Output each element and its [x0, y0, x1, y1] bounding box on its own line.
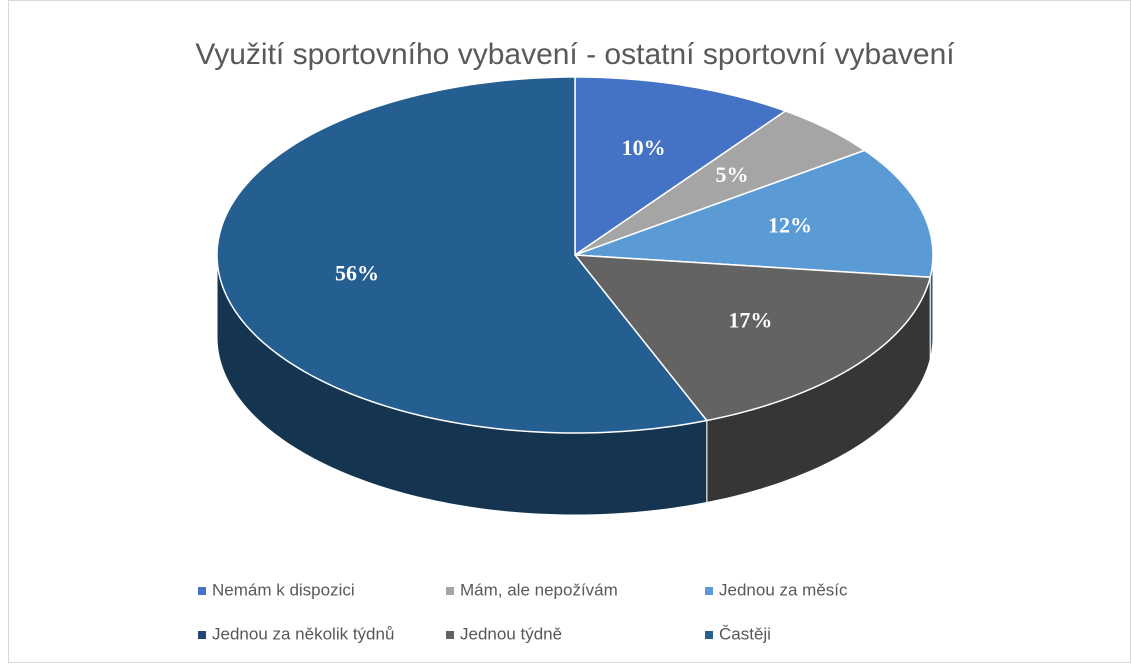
legend-swatch	[705, 587, 713, 595]
legend-label: Jednou za měsíc	[719, 580, 848, 599]
legend-swatch	[198, 587, 206, 595]
slice	[574, 149, 934, 279]
legend-label: Jednou za několik týdnů	[212, 624, 394, 643]
legend-swatch	[198, 631, 206, 639]
slice	[574, 76, 788, 257]
slice	[574, 110, 867, 256]
legend-label: Jednou týdně	[460, 624, 562, 643]
legend-swatch	[446, 587, 454, 595]
value-label: 12%	[768, 213, 812, 238]
legend-label: Nemám k dispozici	[212, 580, 355, 599]
legend-swatch	[446, 631, 454, 639]
value-label: 10%	[622, 135, 666, 160]
legend-swatch	[705, 631, 713, 639]
slice	[216, 76, 709, 434]
value-label: 17%	[728, 308, 772, 333]
legend-label: Mám, ale nepožívám	[460, 580, 618, 599]
slice	[573, 254, 932, 422]
chart-title: Využití sportovního vybavení - ostatní s…	[195, 38, 955, 71]
value-label: 56%	[335, 261, 379, 286]
value-label: 5%	[715, 162, 748, 187]
legend-label: Častěji	[719, 624, 771, 643]
